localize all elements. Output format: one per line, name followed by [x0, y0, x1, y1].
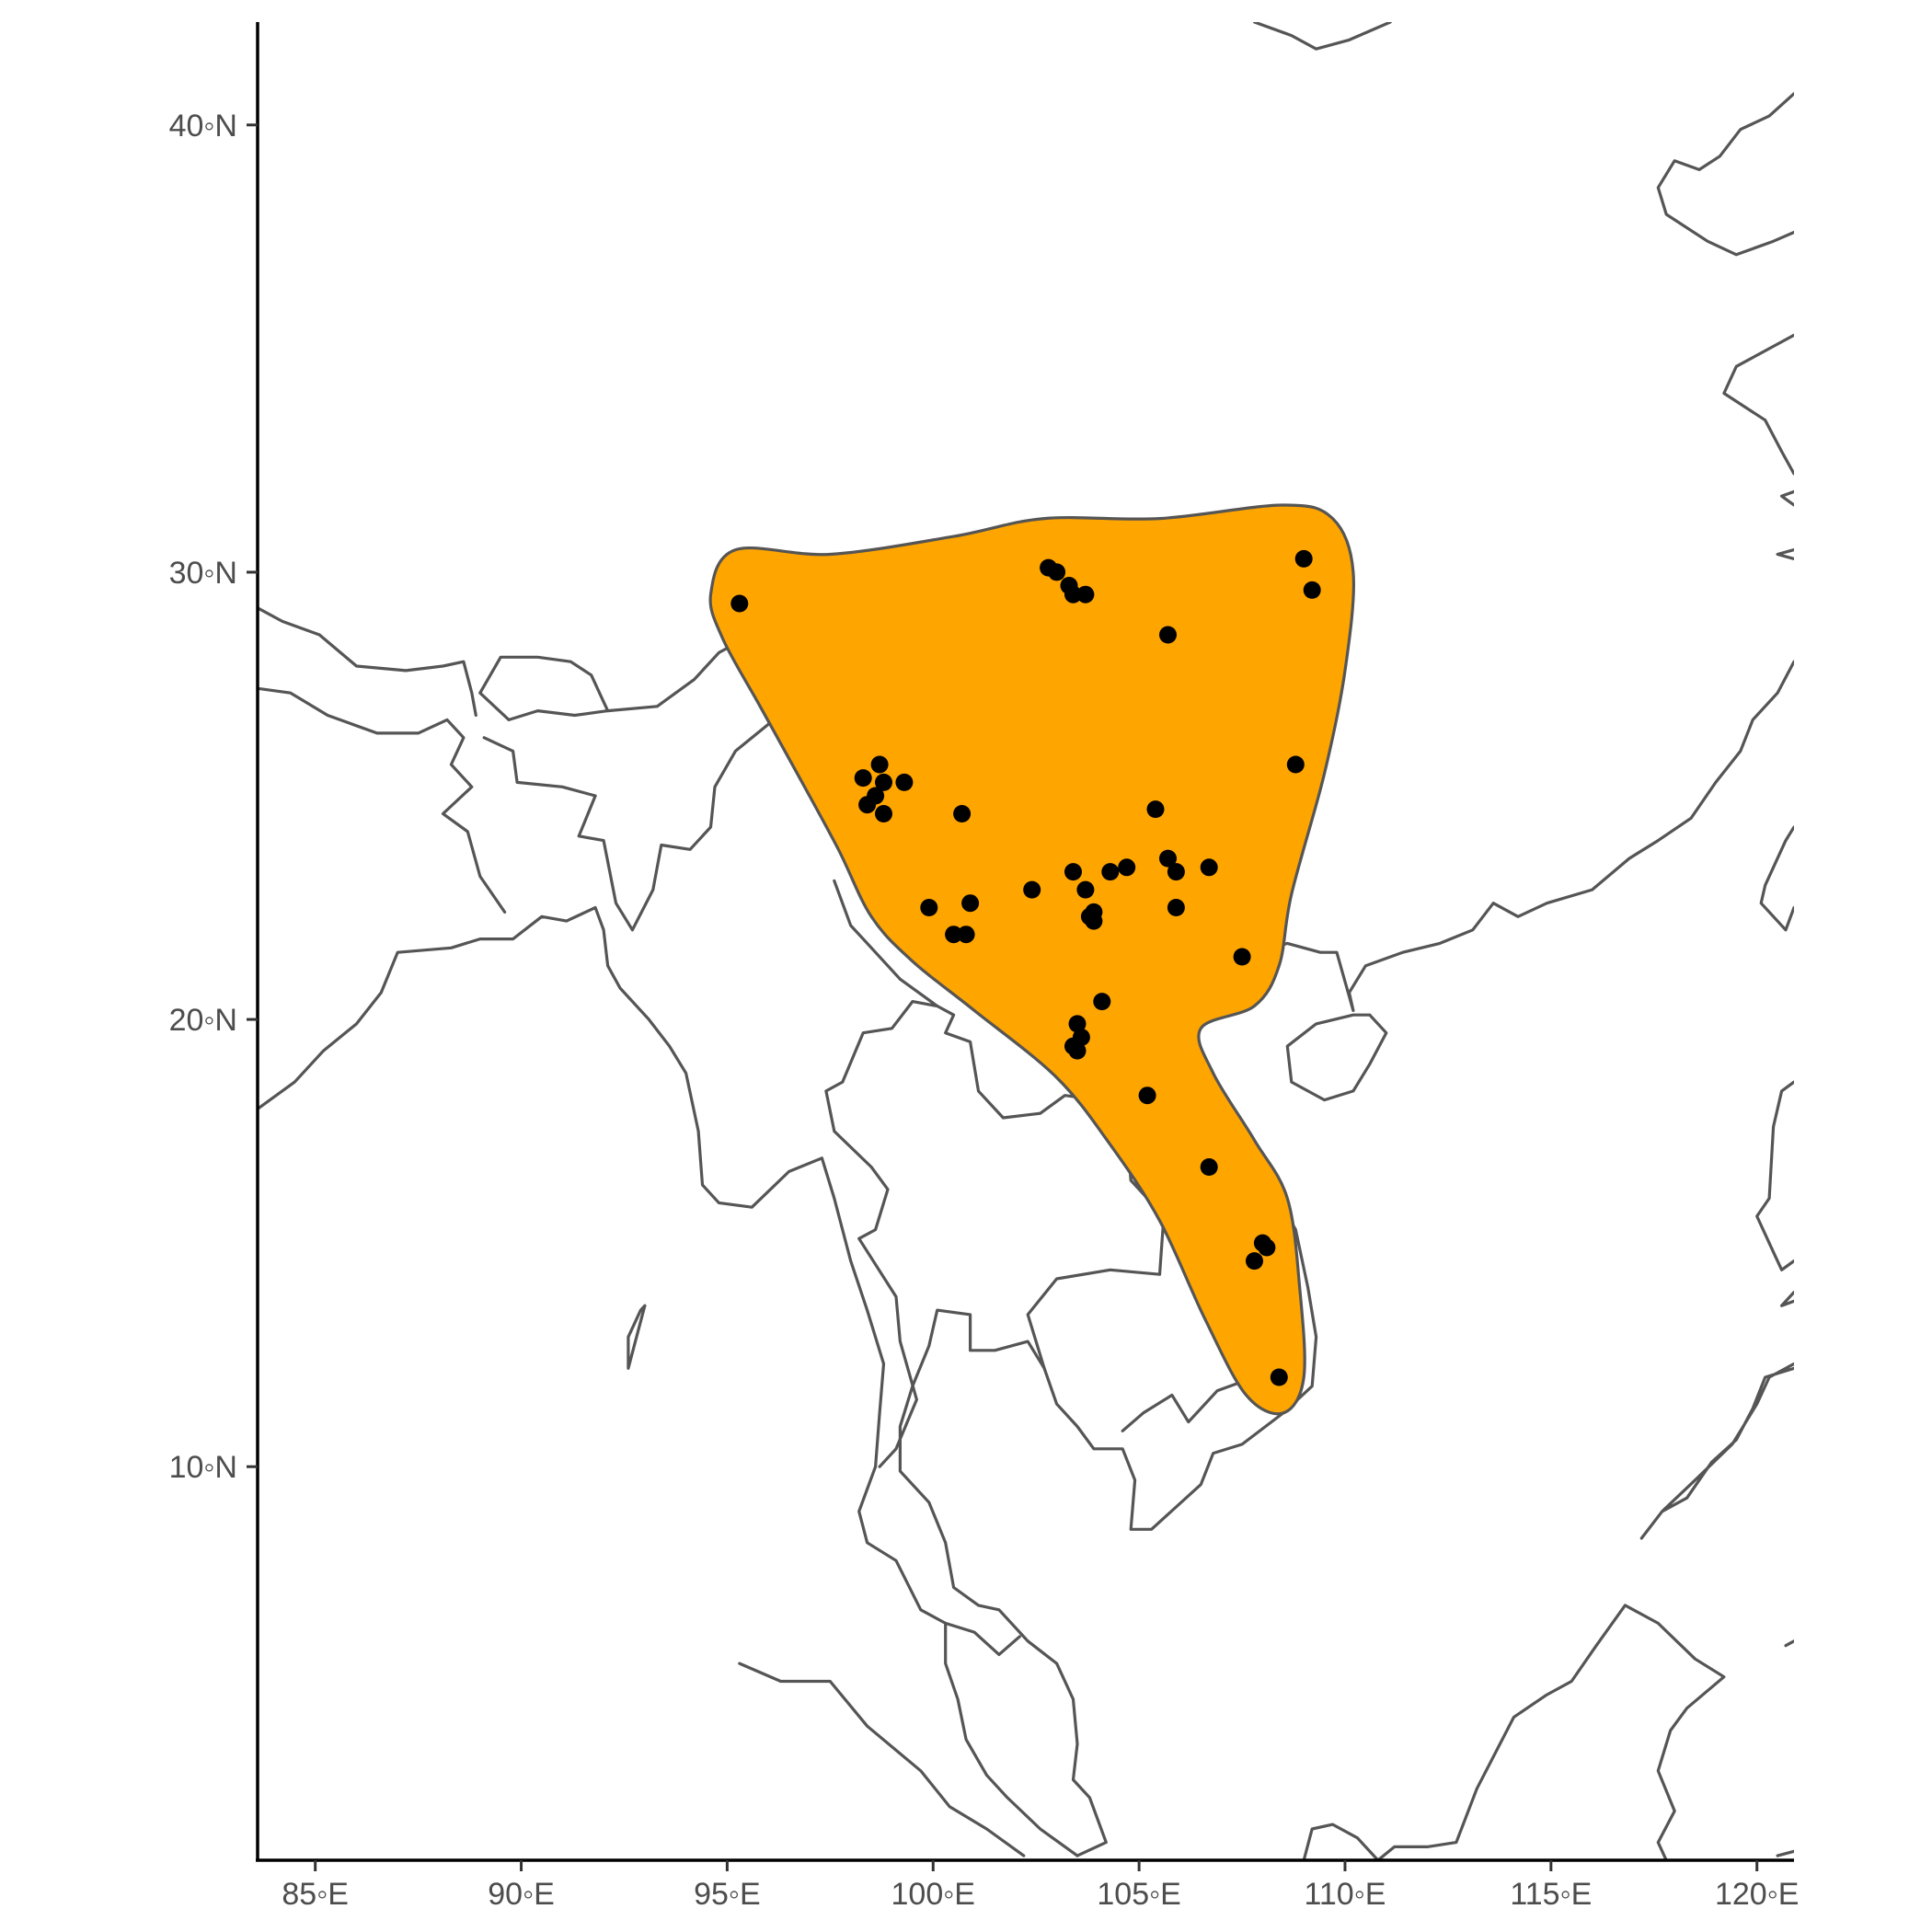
y-tick-label: 40◦N — [169, 109, 237, 144]
coastline-28 — [1776, 1849, 1794, 1857]
coastline-9 — [258, 606, 477, 718]
occurrence-point-24 — [1064, 863, 1082, 881]
coastline-2 — [1722, 333, 1794, 476]
occurrence-point-19 — [1159, 849, 1177, 868]
range-polygon-layer — [708, 503, 1355, 1416]
y-tick-label: 20◦N — [169, 1003, 237, 1038]
occurrence-point-8 — [1159, 626, 1177, 644]
occurrence-point-15 — [858, 796, 877, 814]
occurrence-point-32 — [1167, 899, 1185, 916]
occurrence-point-33 — [945, 926, 963, 944]
y-tick-label: 10◦N — [169, 1450, 237, 1485]
coastline-22 — [1302, 1823, 1380, 1860]
coastline-24 — [1780, 1291, 1794, 1307]
occurrence-point-25 — [1076, 880, 1095, 899]
range-polygon — [708, 503, 1355, 1416]
coastline-11 — [258, 686, 507, 914]
coastline-25 — [1639, 1362, 1794, 1540]
occurrence-point-13 — [895, 773, 914, 791]
coastline-10 — [478, 655, 610, 721]
x-tick-label: 90◦E — [488, 1877, 555, 1912]
occurrence-point-45 — [1246, 1252, 1263, 1271]
occurrence-point-42 — [1200, 1158, 1218, 1176]
coastline-21 — [1376, 1604, 1726, 1860]
coastline-6 — [1285, 1013, 1388, 1102]
coastline-5 — [1257, 660, 1794, 1012]
occurrence-point-31 — [1085, 912, 1103, 930]
occurrence-point-12 — [875, 773, 892, 791]
occurrence-point-2 — [1048, 563, 1066, 581]
x-tick-label: 115◦E — [1510, 1877, 1592, 1912]
coastline-8 — [258, 905, 1079, 1857]
occurrence-point-36 — [1093, 993, 1111, 1011]
x-tick-label: 95◦E — [694, 1877, 761, 1912]
coastline-3 — [1780, 489, 1794, 507]
occurrence-point-41 — [1138, 1087, 1156, 1105]
coastline-4 — [1776, 548, 1794, 560]
axes — [256, 22, 1794, 1862]
coastline-26 — [1759, 825, 1794, 932]
x-tick-label: 120◦E — [1715, 1877, 1799, 1912]
coastline-15 — [833, 879, 1166, 1370]
occurrence-point-44 — [1258, 1238, 1276, 1257]
y-axis-ticks: 10◦N 20◦N 30◦N 40◦N — [169, 109, 258, 1485]
occurrence-point-23 — [1101, 863, 1120, 881]
coastline-18 — [944, 1621, 1021, 1656]
occurrence-point-34 — [957, 926, 975, 944]
occurrence-points-layer — [730, 549, 1321, 1386]
y-tick-label: 30◦N — [169, 556, 237, 591]
x-axis-ticks: 85◦E 90◦E 95◦E 100◦E 105◦E 110◦E 115◦E 120◦E — [282, 1860, 1799, 1912]
occurrence-point-21 — [1200, 858, 1218, 877]
coastline-1 — [1656, 92, 1794, 257]
occurrence-point-17 — [953, 805, 972, 822]
x-tick-label: 100◦E — [891, 1877, 975, 1912]
occurrence-point-0 — [730, 594, 749, 613]
occurrence-point-26 — [1023, 880, 1041, 899]
occurrence-point-7 — [1303, 581, 1321, 599]
x-tick-label: 85◦E — [282, 1877, 349, 1912]
occurrence-point-40 — [1068, 1041, 1087, 1060]
occurrence-point-20 — [1167, 863, 1185, 881]
coastline-0 — [1252, 22, 1392, 51]
x-tick-label: 105◦E — [1097, 1877, 1180, 1912]
occurrence-point-35 — [1233, 948, 1251, 966]
occurrence-point-4 — [1064, 585, 1082, 604]
occurrence-point-16 — [875, 805, 892, 822]
occurrence-point-46 — [1270, 1368, 1288, 1386]
x-tick-label: 110◦E — [1305, 1877, 1386, 1912]
occurrence-point-5 — [1076, 585, 1095, 604]
occurrence-point-11 — [854, 769, 872, 788]
occurrence-point-27 — [961, 894, 980, 913]
occurrence-point-18 — [1146, 800, 1165, 819]
coastline-27 — [1784, 1639, 1794, 1648]
coastline-16 — [824, 1000, 939, 1468]
occurrence-point-9 — [1286, 755, 1305, 774]
occurrence-point-6 — [1294, 549, 1313, 568]
occurrence-point-10 — [870, 755, 889, 774]
coastline-20 — [738, 1662, 1026, 1857]
coastline-23 — [1755, 1080, 1794, 1271]
occurrence-point-22 — [1118, 858, 1136, 877]
occurrence-point-37 — [1068, 1015, 1087, 1033]
coastline-19 — [627, 1304, 647, 1370]
occurrence-point-28 — [920, 899, 938, 916]
